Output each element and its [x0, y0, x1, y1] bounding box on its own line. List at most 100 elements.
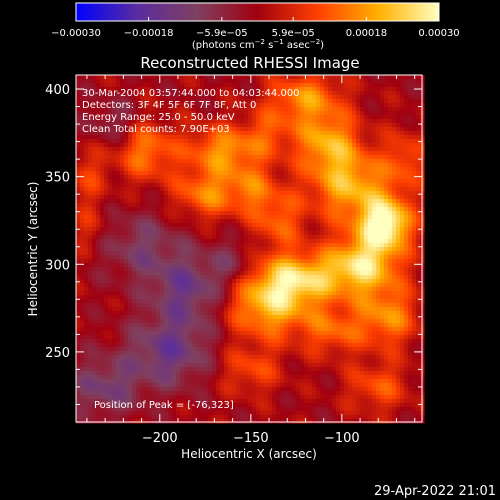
heatmap-cell: [236, 271, 241, 276]
heatmap-cell: [252, 203, 257, 208]
heatmap-cell: [124, 171, 129, 176]
heatmap-cell: [300, 267, 305, 272]
heatmap-cell: [348, 203, 353, 208]
heatmap-cell: [212, 219, 217, 224]
heatmap-cell: [236, 159, 241, 164]
heatmap-cell: [192, 155, 197, 160]
heatmap-cell: [128, 103, 133, 108]
heatmap-cell: [360, 135, 365, 140]
heatmap-cell: [312, 115, 317, 120]
heatmap-cell: [132, 243, 137, 248]
heatmap-cell: [264, 259, 269, 264]
heatmap-cell: [368, 239, 373, 244]
heatmap-cell: [212, 279, 217, 284]
heatmap-cell: [196, 279, 201, 284]
heatmap-cell: [248, 235, 253, 240]
heatmap-cell: [80, 283, 85, 288]
heatmap-cell: [372, 99, 377, 104]
heatmap-cell: [128, 87, 133, 92]
heatmap-cell: [112, 107, 117, 112]
heatmap-cell: [356, 179, 361, 184]
heatmap-cell: [340, 163, 345, 168]
heatmap-cell: [96, 159, 101, 164]
heatmap-cell: [196, 147, 201, 152]
heatmap-cell: [272, 75, 277, 80]
heatmap-cell: [180, 235, 185, 240]
heatmap-cell: [280, 103, 285, 108]
heatmap-cell: [148, 87, 153, 92]
heatmap-cell: [136, 151, 141, 156]
heatmap-cell: [156, 119, 161, 124]
heatmap-cell: [336, 231, 341, 236]
heatmap-cell: [148, 299, 153, 304]
heatmap-cell: [180, 247, 185, 252]
heatmap-cell: [352, 215, 357, 220]
heatmap-cell: [220, 107, 225, 112]
heatmap-cell: [236, 103, 241, 108]
heatmap-cell: [172, 163, 177, 168]
heatmap-cell: [384, 267, 389, 272]
heatmap-cell: [264, 207, 269, 212]
heatmap-cell: [352, 223, 357, 228]
heatmap-cell: [248, 187, 253, 192]
heatmap-cell: [364, 155, 369, 160]
heatmap-cell: [172, 87, 177, 92]
heatmap-cell: [324, 115, 329, 120]
heatmap-cell: [244, 83, 249, 88]
heatmap-cell: [76, 159, 81, 164]
heatmap-cell: [244, 215, 249, 220]
heatmap-cell: [268, 171, 273, 176]
heatmap-cell: [360, 107, 365, 112]
heatmap-cell: [172, 223, 177, 228]
heatmap-cell: [192, 235, 197, 240]
heatmap-cell: [80, 275, 85, 280]
heatmap-cell: [316, 111, 321, 116]
heatmap-cell: [232, 95, 237, 100]
heatmap-cell: [160, 211, 165, 216]
heatmap-cell: [400, 163, 405, 168]
heatmap-cell: [128, 199, 133, 204]
heatmap-cell: [416, 251, 421, 256]
heatmap-cell: [216, 103, 221, 108]
heatmap-cell: [236, 243, 241, 248]
heatmap-cell: [320, 267, 325, 272]
heatmap-cell: [332, 219, 337, 224]
heatmap-cell: [308, 299, 313, 304]
heatmap-cell: [392, 291, 397, 296]
heatmap-cell: [324, 219, 329, 224]
heatmap-cell: [296, 87, 301, 92]
heatmap-cell: [144, 275, 149, 280]
heatmap-cell: [96, 247, 101, 252]
heatmap-cell: [172, 231, 177, 236]
heatmap-cell: [136, 127, 141, 132]
heatmap-cell: [128, 115, 133, 120]
heatmap-cell: [100, 263, 105, 268]
heatmap-cell: [156, 259, 161, 264]
heatmap-cell: [344, 123, 349, 128]
heatmap-cell: [240, 187, 245, 192]
heatmap-cell: [100, 271, 105, 276]
heatmap-cell: [164, 235, 169, 240]
heatmap-cell: [116, 295, 121, 300]
heatmap-cell: [160, 219, 165, 224]
heatmap-cell: [92, 107, 97, 112]
heatmap-cell: [224, 167, 229, 172]
heatmap-cell: [408, 143, 413, 148]
heatmap-cell: [280, 235, 285, 240]
heatmap-cell: [384, 263, 389, 268]
heatmap-cell: [392, 199, 397, 204]
heatmap-cell: [152, 195, 157, 200]
heatmap-cell: [384, 87, 389, 92]
heatmap-cell: [308, 267, 313, 272]
heatmap-cell: [160, 115, 165, 120]
heatmap-cell: [140, 211, 145, 216]
heatmap-cell: [324, 283, 329, 288]
heatmap-cell: [124, 143, 129, 148]
heatmap-cell: [392, 279, 397, 284]
heatmap-cell: [196, 143, 201, 148]
heatmap-cell: [288, 243, 293, 248]
heatmap-cell: [188, 195, 193, 200]
heatmap-cell: [380, 295, 385, 300]
heatmap-cell: [168, 279, 173, 284]
heatmap-cell: [292, 199, 297, 204]
